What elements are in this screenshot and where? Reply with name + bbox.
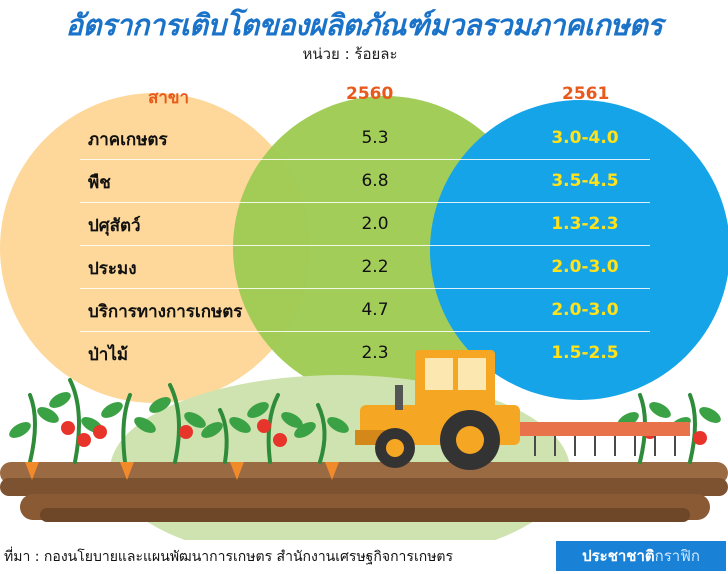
value-2561: 3.0-4.0	[551, 128, 619, 148]
sector-label: บริการทางการเกษตร	[88, 302, 243, 322]
row-separator	[80, 245, 650, 246]
row-separator	[80, 288, 650, 289]
circle-2561	[430, 100, 728, 400]
sector-label: ป่าไม้	[88, 345, 129, 365]
value-2561: 1.5-2.5	[551, 343, 619, 363]
value-2561: 2.0-3.0	[551, 300, 619, 320]
plants	[9, 378, 721, 480]
brand-main: ประชาชาติ	[582, 547, 655, 565]
source-note: ที่มา : กองนโยบายและแผนพัฒนาการเกษตร สำน…	[4, 549, 454, 565]
chart-title: อัตราการเติบโตของผลิตภัณฑ์มวลรวมภาคเกษตร	[65, 8, 663, 42]
value-2561: 2.0-3.0	[551, 257, 619, 277]
value-2561: 1.3-2.3	[551, 214, 619, 234]
soil-row	[40, 508, 690, 522]
row-separator	[80, 331, 650, 332]
sector-label: พืช	[88, 173, 111, 193]
unit-label: หน่วย : ร้อยละ	[302, 45, 398, 63]
value-2561: 3.5-4.5	[551, 171, 619, 191]
circle-sector	[0, 93, 310, 403]
row-separator	[80, 202, 650, 203]
sector-label: ภาคเกษตร	[88, 130, 168, 150]
soil-row	[0, 478, 728, 496]
value-2560: 4.7	[361, 300, 389, 320]
value-2560: 6.8	[361, 171, 389, 191]
value-2560: 2.0	[361, 214, 389, 234]
sector-label: ประมง	[88, 259, 137, 279]
value-2560: 5.3	[361, 128, 389, 148]
sector-label: ปศุสัตว์	[88, 216, 141, 236]
column-header-sector: สาขา	[148, 88, 190, 108]
column-header-2561: 2561	[562, 84, 610, 104]
row-separator	[80, 159, 650, 160]
brand-sub: กราฟิก	[654, 547, 700, 565]
value-2560: 2.3	[361, 343, 389, 363]
brand-logo: ประชาชาติกราฟิก	[556, 541, 726, 571]
tractor	[355, 350, 690, 470]
value-2560: 2.2	[361, 257, 389, 277]
column-header-2560: 2560	[346, 84, 394, 104]
